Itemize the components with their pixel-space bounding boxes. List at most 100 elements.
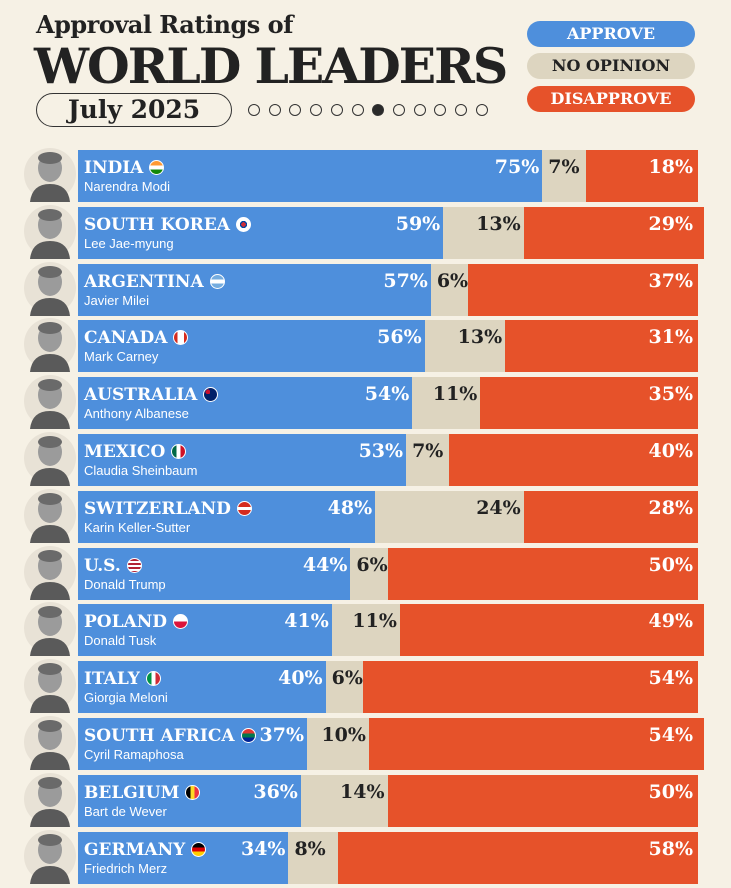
country-name: SWITZERLAND xyxy=(84,498,231,519)
leader-name: Donald Tusk xyxy=(84,633,157,649)
chart-row: MEXICO Claudia Sheinbaum 53% 7% 40% xyxy=(0,432,731,486)
chart-title: WORLD LEADERS xyxy=(34,37,508,95)
country-label: ITALY xyxy=(84,669,161,689)
value-label: 13% xyxy=(457,326,503,349)
pager-dot[interactable] xyxy=(310,104,323,116)
pager-dot[interactable] xyxy=(413,104,426,116)
pager-dot[interactable] xyxy=(268,104,281,116)
bar-segment xyxy=(350,547,389,600)
bar-segment xyxy=(78,377,413,430)
value-label: 18% xyxy=(648,156,694,178)
value-label: 59% xyxy=(395,212,441,235)
country-name: ARGENTINA xyxy=(84,271,204,292)
pager-dot[interactable] xyxy=(434,104,447,116)
country-name: INDIA xyxy=(84,158,144,178)
leader-avatar xyxy=(22,769,78,827)
pager-dot[interactable] xyxy=(475,104,488,116)
country-name: CANADA xyxy=(84,328,168,349)
bar-segment xyxy=(78,150,543,202)
leader-avatar xyxy=(22,201,78,259)
bar-segment xyxy=(300,774,389,827)
bar-segment xyxy=(480,377,698,430)
bar-segment xyxy=(78,320,426,373)
country-name: POLAND xyxy=(84,612,168,633)
pager-dot[interactable] xyxy=(330,104,343,116)
country-label: MEXICO xyxy=(84,442,187,462)
value-label: 54% xyxy=(648,667,694,690)
value-label: 50% xyxy=(648,780,694,803)
value-label: 54% xyxy=(364,383,410,406)
chart-row: BELGIUM Bart de Wever 36% 14% 50% xyxy=(0,772,731,827)
bar-segment xyxy=(523,490,698,543)
bar-segment xyxy=(362,661,698,714)
value-label: 7% xyxy=(548,156,580,178)
pager-dot[interactable] xyxy=(351,104,364,116)
leader-name: Javier Milei xyxy=(84,292,150,308)
chart-row: U.S. Donald Trump 44% 6% 50% xyxy=(0,545,731,600)
bar-segment xyxy=(406,434,450,486)
pager-dot[interactable] xyxy=(372,104,385,116)
argentina-flag-icon xyxy=(209,273,225,289)
chart-row: SOUTH AFRICA Cyril Ramaphosa 37% 10% 54% xyxy=(0,716,731,770)
bar-segment xyxy=(387,547,698,600)
value-label: 31% xyxy=(648,326,694,349)
value-label: 50% xyxy=(648,553,694,576)
chart-row: INDIA Narendra Modi 75% 7% 18% xyxy=(0,148,731,202)
value-label: 48% xyxy=(327,496,373,519)
value-label: 49% xyxy=(648,610,694,633)
india-flag-icon xyxy=(149,160,165,175)
country-name: MEXICO xyxy=(84,442,166,462)
country-name: U.S. xyxy=(84,555,121,576)
chart-row: SWITZERLAND Karin Keller-Sutter 48% 24% 28% xyxy=(0,488,731,543)
value-label: 14% xyxy=(340,780,385,803)
value-label: 28% xyxy=(648,496,694,519)
value-label: 54% xyxy=(648,724,694,746)
leader-name: Karin Keller-Sutter xyxy=(84,519,191,535)
country-name: AUSTRALIA xyxy=(84,385,198,406)
leader-name: Claudia Sheinbaum xyxy=(84,463,198,478)
value-label: 57% xyxy=(383,269,428,292)
bar-segment xyxy=(337,831,698,884)
country-name: GERMANY xyxy=(84,839,186,860)
leader-name: Narendra Modi xyxy=(84,179,170,194)
pager-dot[interactable] xyxy=(392,104,405,116)
value-label: 56% xyxy=(377,326,422,349)
value-label: 24% xyxy=(476,496,521,519)
leader-name: Bart de Wever xyxy=(84,803,167,819)
country-label: SOUTH AFRICA xyxy=(84,726,256,746)
bar-segment xyxy=(331,604,401,657)
chart-row: POLAND Donald Tusk 41% 11% 49% xyxy=(0,602,731,657)
bar-segment xyxy=(78,831,290,884)
value-label: 75% xyxy=(494,156,540,178)
australia-flag-icon xyxy=(203,387,219,403)
bar-segment xyxy=(78,718,308,770)
pager-dot[interactable] xyxy=(455,104,467,116)
country-label: SWITZERLAND xyxy=(84,499,252,519)
leader-avatar xyxy=(22,371,78,430)
value-label: 37% xyxy=(648,269,694,292)
leader-avatar xyxy=(22,428,78,486)
bar-segment xyxy=(78,661,327,714)
value-label: 11% xyxy=(352,610,397,633)
leader-avatar xyxy=(22,314,78,373)
country-label: POLAND xyxy=(84,612,189,633)
value-label: 13% xyxy=(476,212,521,235)
value-label: 53% xyxy=(358,440,404,462)
bar-segment xyxy=(78,263,432,316)
value-label: 44% xyxy=(302,553,348,576)
country-label: SOUTH KOREA xyxy=(84,215,251,235)
bar-segment xyxy=(368,718,704,770)
leader-name: Friedrich Merz xyxy=(84,860,168,876)
bar-segment xyxy=(424,320,506,373)
bar-segment xyxy=(399,604,704,657)
leader-avatar xyxy=(22,485,78,543)
chart-row: AUSTRALIA Anthony Albanese 54% 11% 35% xyxy=(0,375,731,430)
pager-dot[interactable] xyxy=(248,104,260,116)
country-label: INDIA xyxy=(84,158,165,178)
bar-segment xyxy=(542,150,587,202)
legend-item: APPROVE xyxy=(527,21,695,47)
poland-flag-icon xyxy=(173,614,189,630)
country-label: U.S. xyxy=(84,556,142,576)
pager-dot[interactable] xyxy=(289,104,302,116)
belgium-flag-icon xyxy=(185,784,201,800)
